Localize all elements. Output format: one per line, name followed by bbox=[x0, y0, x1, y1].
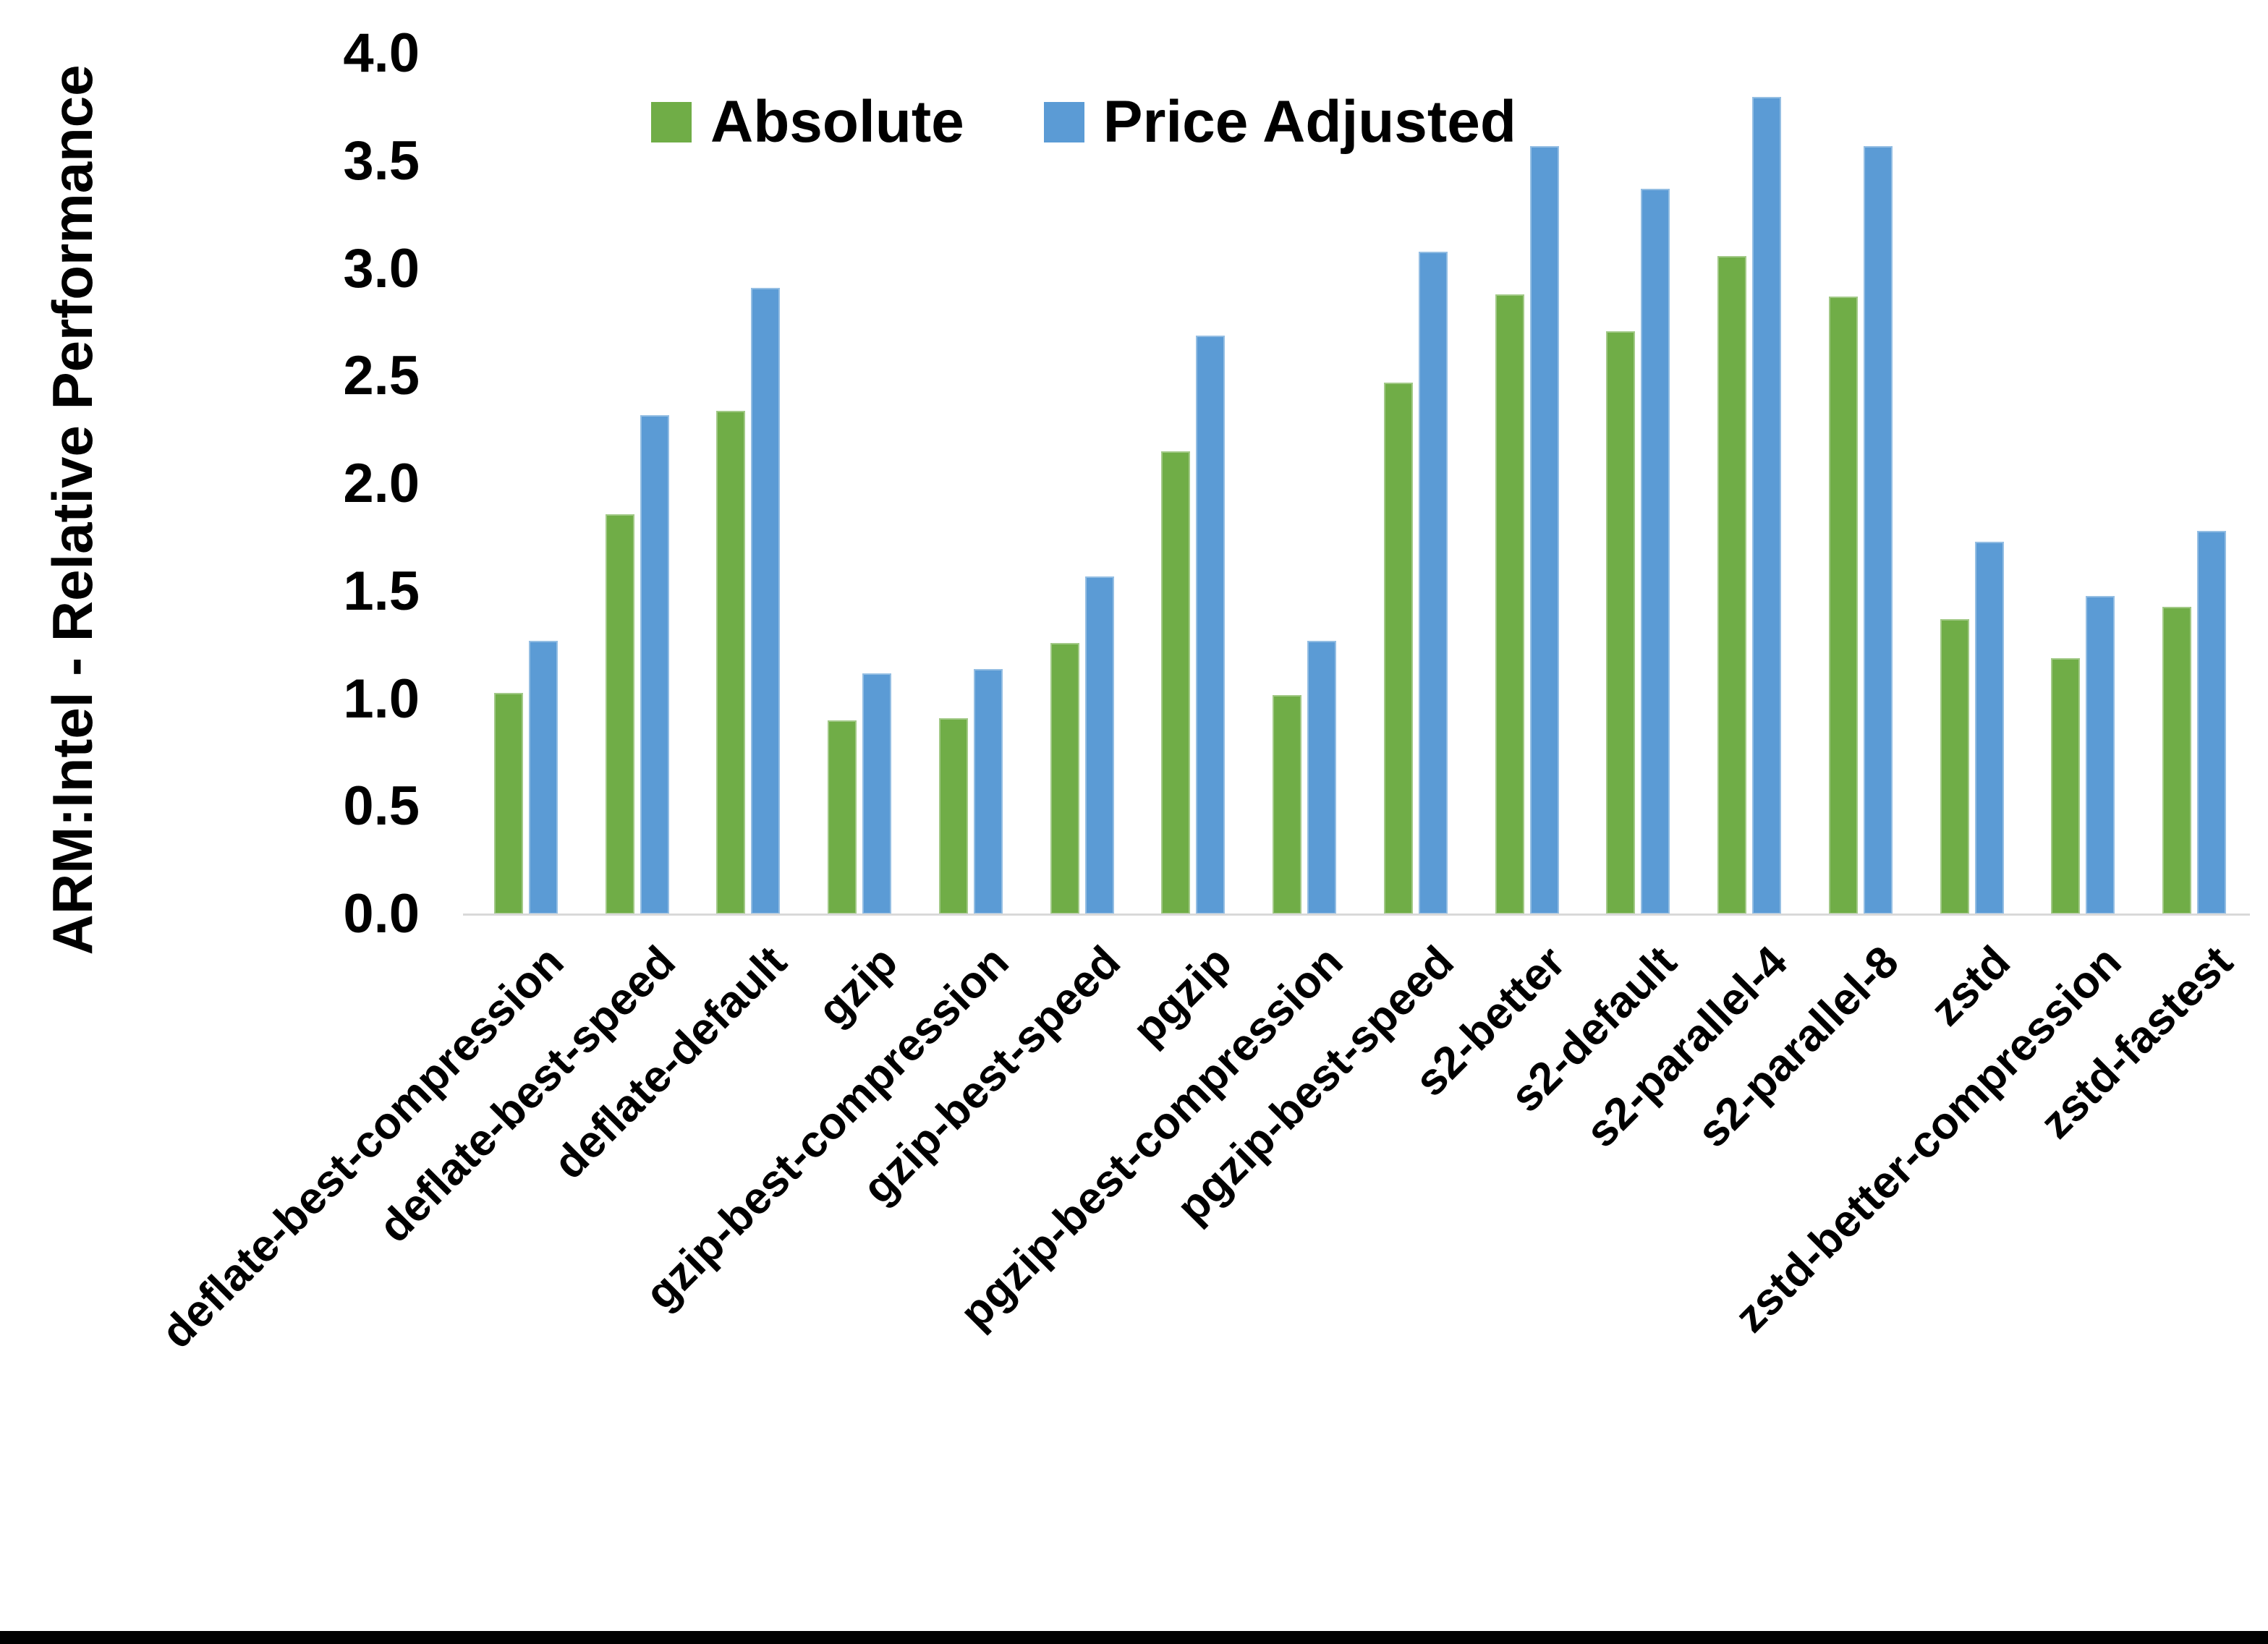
y-tick-label: 4.0 bbox=[343, 22, 420, 84]
bar-cluster-deflate-default bbox=[693, 54, 804, 914]
bar-absolute-pgzip bbox=[1161, 451, 1191, 914]
bar-absolute-s2-parallel-4 bbox=[1717, 255, 1747, 914]
bar-cluster-s2-parallel-8 bbox=[1805, 54, 1916, 914]
bar-absolute-deflate-best-compression bbox=[493, 692, 523, 914]
bar-cluster-gzip-best-compression bbox=[915, 54, 1027, 914]
y-tick-label: 3.0 bbox=[343, 237, 420, 299]
bar-price-adjusted-s2-parallel-8 bbox=[1863, 145, 1893, 914]
bar-price-adjusted-pgzip-best-speed bbox=[1418, 251, 1448, 914]
bar-cluster-pgzip-best-compression bbox=[1249, 54, 1360, 914]
x-axis-label-deflate-best-compression: deflate-best-compression bbox=[152, 937, 574, 1358]
y-tick-label: 2.0 bbox=[343, 453, 420, 514]
bar-absolute-pgzip-best-compression bbox=[1273, 694, 1302, 914]
bar-cluster-s2-better bbox=[1471, 54, 1583, 914]
legend-label-price-adjusted: Price Adjusted bbox=[1103, 89, 1516, 155]
bar-cluster-pgzip-best-speed bbox=[1360, 54, 1471, 914]
bar-price-adjusted-zstd bbox=[1974, 542, 2004, 914]
x-axis-label-zstd: zstd bbox=[1921, 937, 2020, 1036]
bar-absolute-pgzip-best-speed bbox=[1383, 383, 1413, 914]
legend-swatch-absolute-icon bbox=[651, 102, 692, 142]
x-axis-line bbox=[463, 913, 2250, 916]
legend-item-price-adjusted: Price Adjusted bbox=[1043, 89, 1516, 155]
bar-cluster-zstd-fastest bbox=[2139, 54, 2250, 914]
bar-price-adjusted-s2-better bbox=[1529, 145, 1559, 914]
legend-label-absolute: Absolute bbox=[710, 89, 964, 155]
chart-legend: Absolute Price Adjusted bbox=[651, 93, 1516, 152]
y-tick-label: 1.5 bbox=[343, 560, 420, 622]
y-tick-label: 2.5 bbox=[343, 345, 420, 407]
bar-price-adjusted-deflate-default bbox=[751, 288, 781, 914]
bar-price-adjusted-zstd-fastest bbox=[2197, 531, 2227, 914]
bar-price-adjusted-pgzip-best-compression bbox=[1307, 641, 1337, 914]
plot-area bbox=[470, 54, 2250, 914]
bar-price-adjusted-deflate-best-speed bbox=[640, 414, 669, 914]
y-axis-title: ARM:Intel - Relative Performance bbox=[41, 64, 104, 955]
bar-price-adjusted-gzip-best-compression bbox=[973, 668, 1003, 914]
legend-swatch-price-adjusted-icon bbox=[1043, 102, 1084, 142]
bar-cluster-deflate-best-compression bbox=[470, 54, 582, 914]
bar-absolute-zstd-fastest bbox=[2162, 606, 2192, 914]
bar-cluster-s2-parallel-4 bbox=[1694, 54, 1805, 914]
legend-item-absolute: Absolute bbox=[651, 93, 964, 152]
bar-absolute-gzip-best-compression bbox=[938, 718, 968, 914]
bar-absolute-zstd bbox=[1940, 619, 1969, 914]
bar-cluster-gzip-best-speed bbox=[1027, 54, 1138, 914]
bar-price-adjusted-zstd-better-compression bbox=[2086, 595, 2115, 914]
bar-price-adjusted-gzip-best-speed bbox=[1084, 576, 1114, 914]
bar-absolute-deflate-best-speed bbox=[605, 514, 634, 914]
bar-cluster-zstd-better-compression bbox=[2028, 54, 2139, 914]
x-axis-label-s2-parallel-8: s2-parallel-8 bbox=[1688, 937, 1908, 1157]
y-tick-label: 0.5 bbox=[343, 775, 420, 838]
y-tick-label: 1.0 bbox=[343, 668, 420, 730]
bar-cluster-zstd bbox=[1916, 54, 2028, 914]
bar-cluster-pgzip bbox=[1138, 54, 1249, 914]
bar-cluster-s2-default bbox=[1583, 54, 1694, 914]
y-tick-label: 0.0 bbox=[343, 883, 420, 945]
bar-absolute-s2-default bbox=[1606, 331, 1636, 914]
bar-absolute-deflate-default bbox=[716, 410, 746, 914]
bar-cluster-deflate-best-speed bbox=[582, 54, 693, 914]
bottom-border-bar bbox=[0, 1631, 2268, 1644]
bar-absolute-gzip bbox=[828, 720, 857, 914]
x-axis-label-gzip: gzip bbox=[808, 937, 908, 1036]
bar-cluster-gzip bbox=[804, 54, 915, 914]
bar-price-adjusted-s2-default bbox=[1641, 189, 1670, 914]
bar-price-adjusted-s2-parallel-4 bbox=[1752, 96, 1782, 914]
y-tick-label: 3.5 bbox=[343, 129, 420, 192]
bar-price-adjusted-deflate-best-compression bbox=[528, 641, 558, 914]
bar-absolute-gzip-best-speed bbox=[1050, 643, 1079, 914]
bar-absolute-s2-parallel-8 bbox=[1828, 297, 1858, 914]
bar-price-adjusted-pgzip bbox=[1196, 335, 1226, 914]
bar-absolute-zstd-better-compression bbox=[2051, 657, 2081, 914]
bars-container bbox=[470, 54, 2250, 914]
bar-price-adjusted-gzip bbox=[862, 673, 892, 914]
bar-absolute-s2-better bbox=[1495, 294, 1524, 914]
